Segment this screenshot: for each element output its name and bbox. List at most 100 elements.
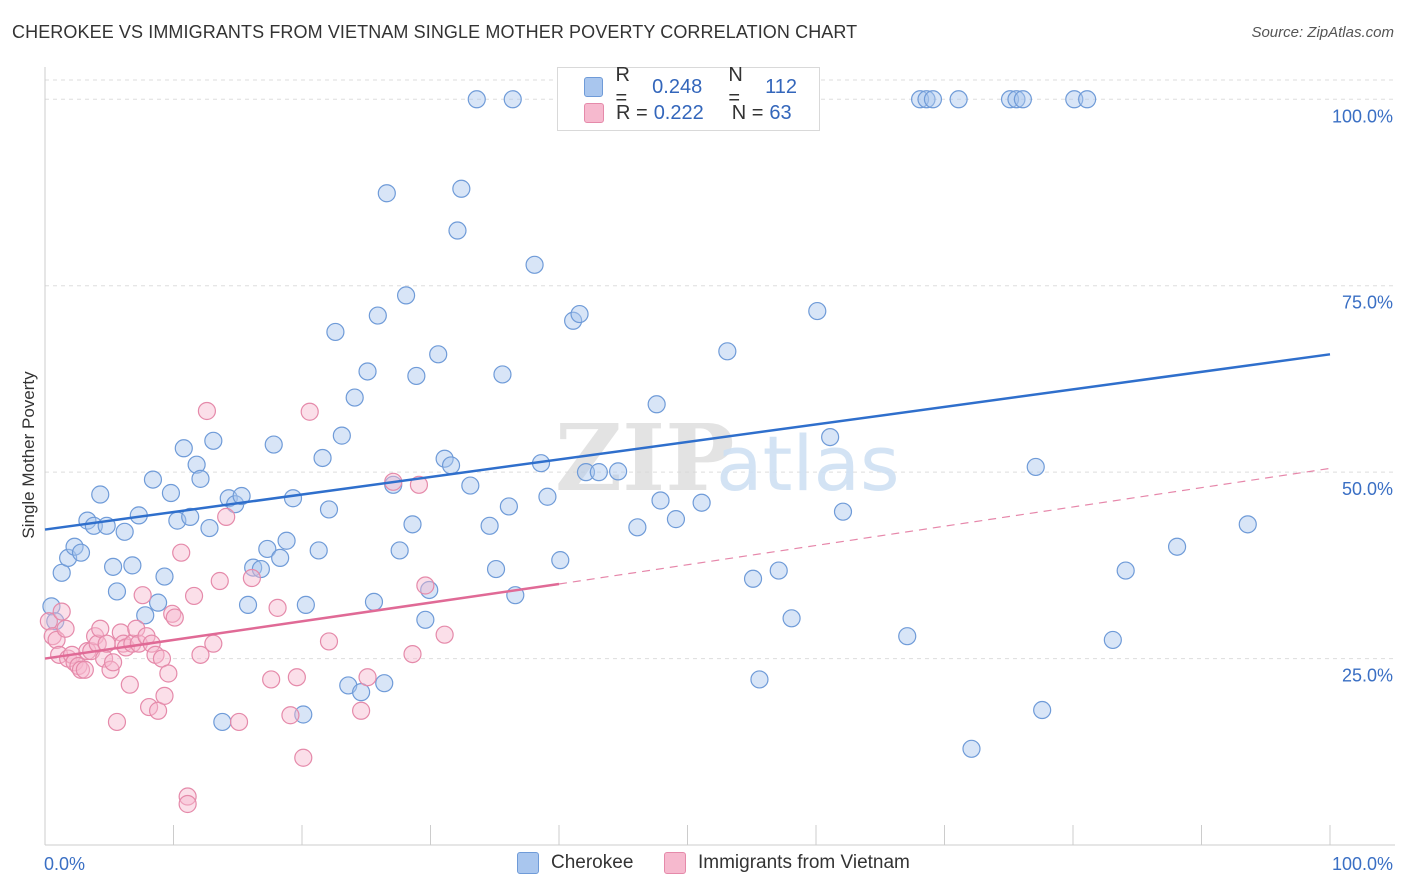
cherokee-point: [238, 595, 258, 614]
legend-swatch-cherokee: [517, 852, 539, 874]
cherokee-point: [923, 90, 943, 109]
cherokee-point: [155, 567, 174, 586]
cherokee-point: [1065, 90, 1084, 109]
cherokee-point: [42, 597, 61, 616]
cherokee-point: [313, 448, 332, 468]
cherokee-point: [161, 483, 181, 503]
cherokee-point: [429, 345, 448, 364]
cherokee-point: [232, 486, 251, 506]
cherokee-point: [258, 539, 277, 559]
vietnam-point: [300, 402, 319, 421]
cherokee-point: [377, 184, 396, 203]
vietnam-point: [204, 634, 223, 653]
legend-item-cherokee: Cherokee: [517, 852, 633, 874]
cherokee-point: [174, 439, 193, 458]
cherokee-point: [564, 311, 583, 330]
vietnam-point: [210, 571, 229, 591]
tick-labels: 25.0% 50.0% 75.0% 100.0% 0.0% 100.0% Single Mo…: [19, 106, 1393, 874]
cherokee-point: [962, 739, 981, 758]
cherokee-point: [264, 435, 283, 454]
legend-swatch-vietnam: [664, 852, 686, 874]
vietnam-point: [242, 568, 261, 588]
vietnam-point: [229, 712, 249, 732]
cherokee-point: [213, 712, 232, 732]
cherokee-point: [898, 627, 917, 646]
stats-legend: R = 0.248 N = 112 R = 0.222 N = 63: [557, 64, 820, 131]
cherokee-point: [1116, 561, 1135, 580]
vietnam-point: [217, 507, 236, 526]
axes: [44, 67, 1395, 846]
vietnam-trend-line: [44, 582, 560, 660]
vietnam-point: [352, 701, 371, 720]
cherokee-point: [666, 510, 686, 529]
cherokee-point: [910, 90, 930, 109]
cherokee-point: [277, 531, 296, 550]
r-label: R =: [616, 101, 648, 124]
cherokee-point: [148, 593, 168, 612]
watermark-atlas: atlas: [716, 419, 900, 508]
vietnam-point: [403, 644, 422, 664]
cherokee-point: [493, 365, 512, 384]
cherokee-point: [107, 582, 127, 601]
cherokee-point: [833, 502, 853, 521]
cherokee-point: [71, 543, 91, 562]
cherokee-point: [1103, 630, 1122, 650]
cherokee-point: [1026, 457, 1045, 477]
vietnam-point: [287, 668, 306, 687]
legend-label-vietnam: Immigrants from Vietnam: [698, 852, 910, 873]
cherokee-point: [570, 304, 589, 324]
cherokee-point: [538, 487, 557, 506]
vietnam-point: [294, 748, 313, 767]
chart-title: CHEROKEE VS IMMIGRANTS FROM VIETNAM SING…: [12, 22, 858, 42]
cherokee-point: [718, 342, 737, 361]
cherokee-point: [576, 463, 596, 482]
cherokee-point: [326, 322, 345, 342]
vietnam-point: [319, 632, 339, 651]
data-points: [39, 90, 1257, 814]
vietnam-point: [104, 653, 123, 672]
r-value: 0.248: [652, 75, 703, 98]
cherokee-point: [499, 497, 518, 516]
cherokee-point: [1078, 90, 1097, 109]
vietnam-point: [56, 619, 75, 638]
vietnam-point: [71, 660, 91, 679]
y-tick-label: 50.0%: [1342, 479, 1393, 499]
x-tick-label: 100.0%: [1332, 854, 1393, 874]
y-tick-label: 25.0%: [1342, 666, 1393, 686]
vietnam-point: [268, 598, 287, 617]
cherokee-point: [364, 592, 384, 611]
legend-swatch-cherokee: [584, 77, 604, 97]
cherokee-point: [452, 179, 471, 198]
cherokee-point: [808, 301, 827, 321]
cherokee-point: [647, 395, 666, 414]
vietnam-point: [101, 660, 120, 679]
cherokee-point: [609, 462, 628, 481]
source-credit: Source: ZipAtlas.com: [1251, 24, 1394, 41]
vietnam-point: [155, 686, 174, 705]
vietnam-point: [159, 664, 178, 683]
n-value: 112: [765, 75, 797, 98]
vietnam-point: [281, 706, 300, 725]
y-tick-label: 100.0%: [1332, 106, 1393, 126]
cherokee-point: [461, 476, 480, 495]
cherokee-point: [525, 255, 544, 274]
cherokee-point: [200, 518, 219, 538]
vietnam-point: [262, 670, 281, 689]
cherokee-point: [191, 469, 210, 488]
cherokee-point: [115, 522, 134, 541]
cherokee-point: [332, 426, 351, 445]
cherokee-point: [486, 559, 506, 579]
vietnam-point: [172, 543, 191, 562]
cherokee-point: [480, 516, 499, 535]
vietnam-point: [133, 586, 152, 605]
cherokee-point: [319, 500, 339, 519]
y-tick-label: 75.0%: [1342, 293, 1393, 313]
vietnam-point: [435, 625, 454, 644]
cherokee-point: [589, 463, 608, 482]
vietnam-point: [39, 612, 58, 631]
legend-item-vietnam: Immigrants from Vietnam: [664, 852, 910, 874]
cherokee-point: [204, 431, 223, 450]
cherokee-point: [294, 705, 313, 724]
